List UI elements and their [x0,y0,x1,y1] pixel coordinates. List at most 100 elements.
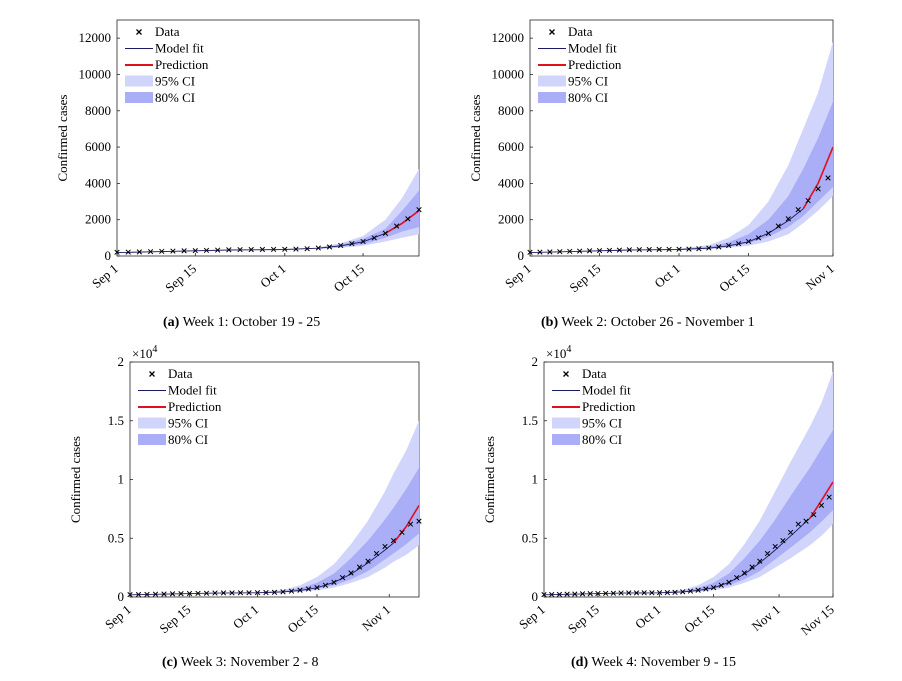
data-point [405,216,411,222]
data-point [703,586,709,592]
y-axis-label: Confirmed cases [55,94,70,181]
data-point [646,246,652,253]
data-point [322,582,329,588]
legend-entry: 80% CI [568,90,608,105]
y-tick-label: 1 [532,472,539,487]
data-point [178,591,184,597]
y-tick-label: 1 [118,472,125,487]
data-point [664,589,670,596]
y-tick-label: 0 [105,248,112,263]
data-point [616,247,623,253]
legend-entry: 95% CI [568,74,608,89]
data-point [152,591,159,597]
data-point [407,521,414,527]
data-point [125,249,131,255]
data-point [656,246,662,253]
data-point [339,574,346,581]
y-tick-label: 8000 [498,103,524,118]
data-point [572,591,578,597]
data-point [114,249,120,255]
data-point [192,247,198,254]
ci80-band [257,467,419,593]
y-exponent: 4 [152,344,157,355]
legend-entry: Prediction [582,399,636,414]
data-point [666,246,672,253]
data-point [203,247,210,254]
caption-week-1: (a) Week 1: October 19 - 25 [163,315,320,331]
data-point [795,521,801,527]
data-point [326,244,333,250]
data-point [741,570,748,576]
data-point [775,223,782,229]
data-point [304,246,310,252]
data-point [556,591,563,598]
data-point [656,589,663,596]
legend-entry: Data [582,366,607,381]
data-point [626,590,632,596]
legend-ci95-swatch [552,417,580,429]
legend-entry: Prediction [568,57,622,72]
data-point [586,248,593,254]
data-point [348,570,354,576]
x-tick-label: Sep 1 [516,602,548,632]
data-point [215,247,221,253]
y-exponent-label: ×104 [546,344,571,361]
data-point [229,590,235,596]
data-point [186,590,193,597]
y-tick-label: 10000 [79,66,112,81]
data-point [785,216,791,222]
caption-text: Week 3: November 2 - 8 [180,655,319,670]
legend-entry: 95% CI [155,74,195,89]
legend-ci80-swatch [552,434,580,445]
caption-label: (b) [541,315,559,330]
ci80-band [659,430,833,593]
prediction-line [392,504,420,544]
legend-ci80-swatch [125,92,153,103]
data-point [170,248,176,254]
data-point [577,248,583,254]
legend-ci95-swatch [538,75,566,87]
x-tick-label: Oct 15 [681,602,717,636]
legend-entry: 95% CI [582,416,622,431]
data-point [315,245,321,251]
y-tick-label: 2000 [85,212,111,227]
data-point [649,590,655,596]
data-point [390,537,397,544]
y-axis-label: Confirmed cases [482,436,497,523]
data-point [259,246,266,253]
data-point [696,246,702,252]
data-point [314,584,320,591]
legend-ci80-swatch [138,434,166,445]
data-point [636,246,642,253]
data-point [393,223,400,229]
data-point [237,590,244,596]
data-point [587,591,593,597]
legend-data-marker [149,371,155,377]
data-point [212,590,218,596]
caption-text: Week 2: October 26 - November 1 [561,315,755,330]
data-point [161,591,167,597]
data-point [687,588,694,594]
data-point [297,587,303,593]
y-exponent-label: ×104 [132,344,157,361]
x-tick-label: Nov 15 [798,602,837,638]
data-point [254,589,261,596]
data-point [818,502,825,509]
ci80-band [679,101,833,250]
data-point [755,235,762,241]
caption-week-4: (d) Week 4: November 9 - 15 [571,655,736,671]
data-point [135,591,142,598]
legend-entry: 95% CI [168,416,208,431]
data-point [305,586,312,592]
data-point [399,529,405,536]
y-tick-label: 12000 [79,30,112,45]
data-point [195,590,201,597]
data-point [749,564,755,570]
data-point [382,230,389,236]
data-point [365,558,371,564]
y-tick-label: 0.5 [522,530,538,545]
data-point [203,590,210,596]
